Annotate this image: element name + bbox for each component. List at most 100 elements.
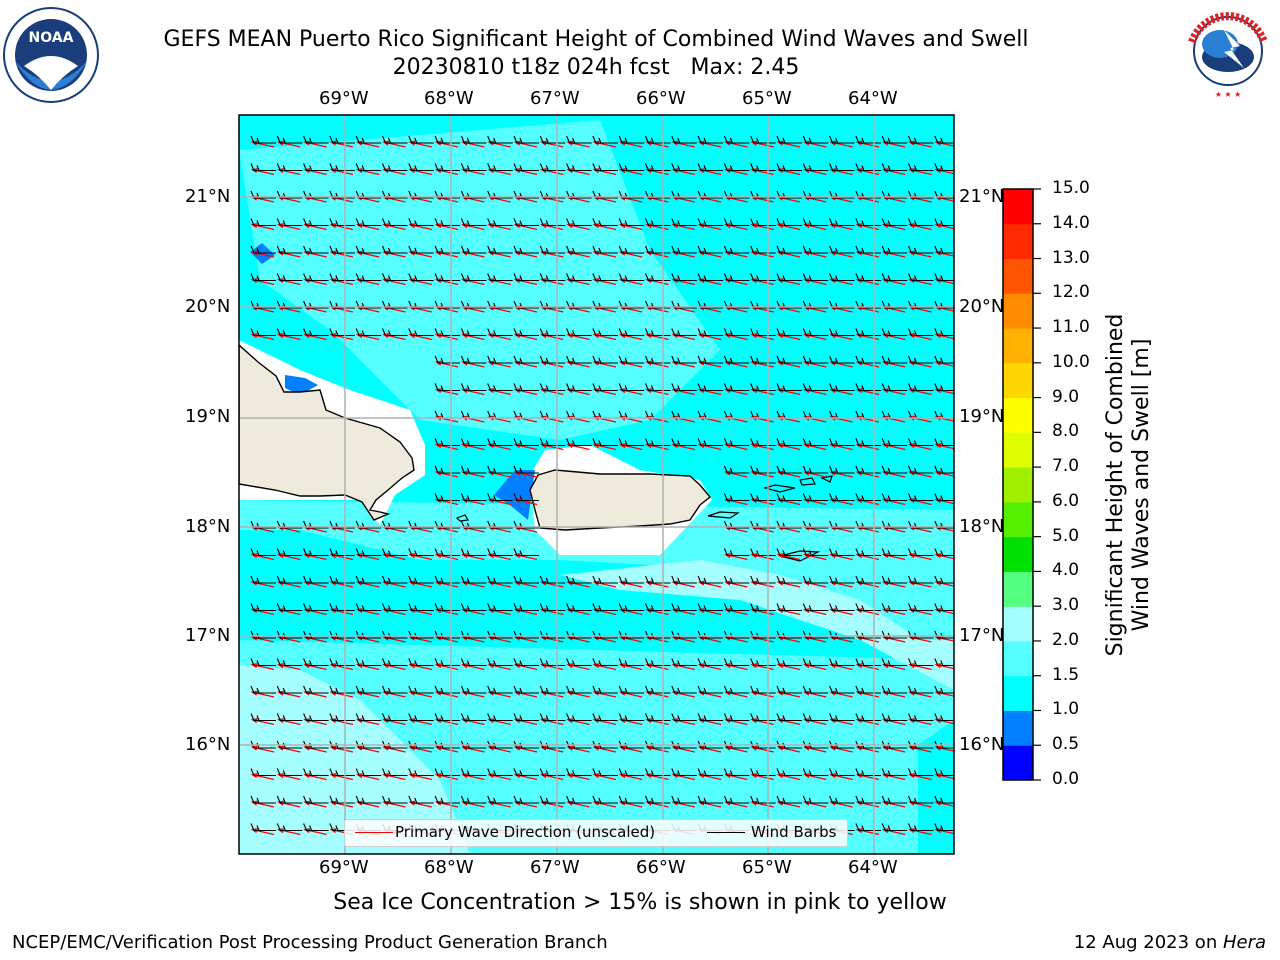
wind-barb xyxy=(592,603,618,612)
footer-credit: NCEP/EMC/Verification Post Processing Pr… xyxy=(12,932,608,953)
wind-barb xyxy=(592,685,618,694)
wind-barb xyxy=(303,823,329,832)
colorbar-tick-label: 8.0 xyxy=(1052,421,1080,442)
wind-barb xyxy=(776,355,802,364)
colorbar-tick-label: 2.0 xyxy=(1052,629,1080,650)
wind-barb xyxy=(539,135,566,144)
colorbar-tick-label: 0.0 xyxy=(1052,769,1080,789)
wind-barb xyxy=(355,603,382,612)
wind-barb xyxy=(566,328,592,337)
wind-barb xyxy=(434,465,461,474)
wind-barb xyxy=(907,383,934,392)
colorbar-tick-label: 6.0 xyxy=(1052,490,1080,511)
wind-barb xyxy=(907,438,934,447)
wind-barb xyxy=(329,603,355,612)
wind-barb xyxy=(329,685,355,694)
wind-barb xyxy=(513,273,539,282)
lon-label-bottom: 68°W xyxy=(424,857,474,878)
colorbar-segment xyxy=(1003,258,1033,294)
wind-barb xyxy=(723,795,750,804)
wind-barb xyxy=(934,438,954,447)
wind-barb xyxy=(907,493,934,502)
wind-barb xyxy=(907,575,934,584)
wind-barb xyxy=(671,218,697,227)
colorbar-segment xyxy=(1003,328,1033,364)
wind-barb xyxy=(408,768,434,777)
wind-barb xyxy=(829,575,855,584)
wind-barb xyxy=(513,713,539,722)
wind-barb xyxy=(697,135,724,144)
colorbar-tick-label: 0.5 xyxy=(1052,734,1080,755)
wind-barb xyxy=(723,713,750,722)
wind-barb xyxy=(329,328,355,337)
wind-barb xyxy=(934,135,954,144)
wind-barb xyxy=(329,135,355,144)
wind-barb xyxy=(907,823,934,832)
wind-barb xyxy=(434,245,461,254)
wind-barb xyxy=(487,135,513,144)
wind-barb xyxy=(776,493,802,502)
wind-barb xyxy=(934,273,954,282)
wind-barb xyxy=(487,163,513,172)
wind-barb xyxy=(829,245,855,254)
wind-barb xyxy=(881,768,908,777)
wind-barb xyxy=(723,355,750,364)
wind-barb xyxy=(776,713,802,722)
wind-barb xyxy=(671,795,697,804)
colorbar-segment xyxy=(1003,293,1033,329)
wind-barb xyxy=(381,273,408,282)
wind-barb xyxy=(592,273,618,282)
colorbar-segment xyxy=(1003,397,1033,433)
lon-label-bottom: 65°W xyxy=(742,857,792,878)
wind-barb xyxy=(618,713,645,722)
wind-barb xyxy=(513,245,539,254)
wind-barb xyxy=(276,245,303,254)
wind-barb xyxy=(618,768,645,777)
wind-barb xyxy=(934,575,954,584)
wind-barb xyxy=(460,328,487,337)
wind-barb xyxy=(618,658,645,667)
wind-barb xyxy=(513,328,539,337)
wind-barb xyxy=(303,548,329,557)
colorbar-segment xyxy=(1003,501,1033,538)
land-st-croix xyxy=(779,550,821,562)
wind-barb xyxy=(329,163,355,172)
wind-barb xyxy=(907,685,934,694)
wind-barb xyxy=(592,218,618,227)
wind-barb xyxy=(460,355,487,364)
wind-barb xyxy=(776,603,802,612)
wind-barb xyxy=(723,438,750,447)
wind-barb xyxy=(802,685,829,694)
wind-barb xyxy=(723,218,750,227)
colorbar-tick-label: 4.0 xyxy=(1052,560,1080,581)
wind-barb xyxy=(566,603,592,612)
wind-barb xyxy=(487,493,513,502)
wind-barb xyxy=(250,823,276,832)
colorbar-tick-label: 13.0 xyxy=(1052,247,1090,268)
wind-barb xyxy=(381,685,408,694)
wind-barb xyxy=(355,685,382,694)
colorbar-segment xyxy=(1003,571,1033,607)
colorbar-title-line2: Wind Waves and Swell [m] xyxy=(1129,338,1154,632)
wind-barb xyxy=(618,575,645,584)
wind-barb xyxy=(408,135,434,144)
wind-barb xyxy=(566,795,592,804)
wind-barb xyxy=(408,795,434,804)
wind-barb xyxy=(276,548,303,557)
wind-barb xyxy=(802,218,829,227)
wind-barb xyxy=(907,768,934,777)
wind-barb xyxy=(513,163,539,172)
wind-barb xyxy=(907,245,934,254)
land-vieques xyxy=(707,511,740,519)
wind-barb xyxy=(776,135,802,144)
wind-barb xyxy=(697,383,724,392)
colorbar-segment xyxy=(1003,189,1033,225)
wind-barb xyxy=(355,245,382,254)
wind-barb xyxy=(566,658,592,667)
wind-barb xyxy=(408,658,434,667)
wind-barb xyxy=(934,713,954,722)
wind-barb xyxy=(487,685,513,694)
wind-barb xyxy=(250,658,276,667)
wind-barb xyxy=(802,795,829,804)
wind-barb xyxy=(539,795,566,804)
